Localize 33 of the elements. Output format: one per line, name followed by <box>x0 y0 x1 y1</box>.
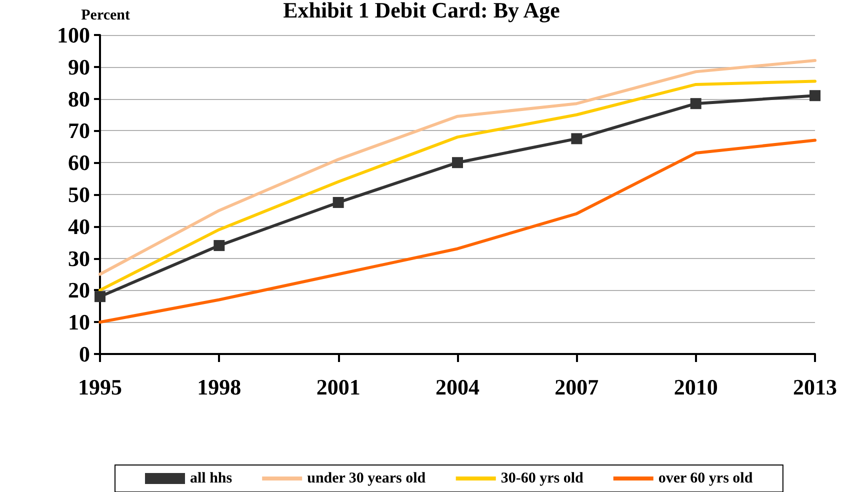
y-tick-label: 70 <box>68 118 90 144</box>
y-tick-label: 100 <box>57 22 90 48</box>
y-tick-label: 30 <box>68 246 90 271</box>
legend-label: all hhs <box>190 470 232 486</box>
point <box>94 291 106 302</box>
y-tick-label: 10 <box>68 310 90 335</box>
x-tick-label: 1998 <box>197 374 242 400</box>
x-tick-label: 2001 <box>316 374 360 400</box>
y-tick-label: 40 <box>68 214 90 239</box>
legend-label: over 60 yrs old <box>658 470 754 486</box>
x-tick-label: 2007 <box>554 374 599 400</box>
y-tick-label: 50 <box>68 182 90 207</box>
point <box>214 240 225 252</box>
x-tick-label: 1995 <box>78 374 122 400</box>
point <box>452 157 463 168</box>
line-series <box>98 59 816 276</box>
y-tick-label: 80 <box>68 86 90 112</box>
y-axis-title: Percent <box>81 8 130 24</box>
y-tick-label: 60 <box>68 150 90 176</box>
line-series <box>98 138 816 324</box>
chart-title: Exhibit 1 Debit Card: By Age <box>283 0 560 22</box>
legend-label: 30-60 yrs old <box>500 470 584 486</box>
y-tick-label: 20 <box>68 278 90 303</box>
point <box>690 98 702 110</box>
x-tick-label: 2004 <box>436 374 480 400</box>
point <box>332 196 344 208</box>
point <box>810 90 820 102</box>
x-tick-label: 2013 <box>793 374 837 400</box>
y-tick-label: 90 <box>68 54 90 80</box>
y-tick-label: 0 <box>79 342 90 366</box>
x-tick-label: 2010 <box>674 374 718 400</box>
point <box>571 133 582 144</box>
legend-label: under 30 years old <box>307 470 426 486</box>
